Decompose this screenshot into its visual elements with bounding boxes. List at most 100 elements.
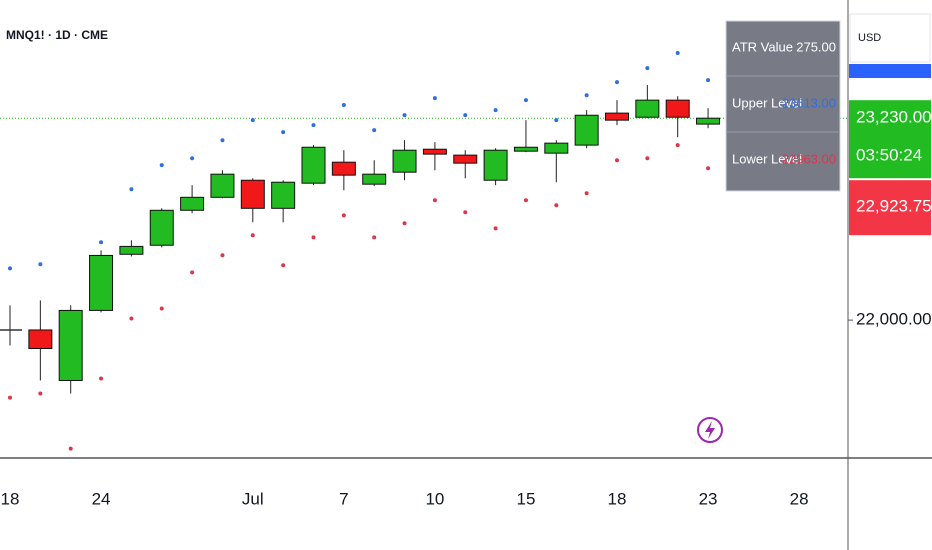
table-value: 23613.00 (782, 95, 836, 110)
candle-body (605, 112, 629, 121)
level-dot (523, 198, 528, 203)
level-dot (675, 143, 680, 148)
level-dot (8, 266, 12, 271)
candle-body (210, 173, 235, 198)
candle-body (544, 142, 569, 154)
level-dot (190, 270, 195, 275)
currency[interactable]: USD (858, 32, 881, 44)
candle-body (513, 146, 538, 152)
x-tick-label: 10 (425, 489, 444, 508)
last-price-label: 23,230.00 (856, 108, 932, 127)
level-dot (38, 262, 43, 267)
lower-level-label: 22,923.75 (856, 197, 932, 216)
candle-body (453, 154, 478, 164)
candle-body (574, 114, 599, 146)
level-dot (706, 78, 711, 83)
candle-body (301, 146, 326, 184)
level-dot (220, 253, 225, 258)
level-dot (493, 226, 498, 231)
chart-title: MNQ1! · 1D · CME (6, 28, 108, 42)
level-dot (281, 263, 286, 268)
level-dot (493, 108, 498, 113)
level-dot (402, 221, 407, 226)
lightning-icon[interactable] (697, 417, 723, 443)
level-dot (432, 96, 437, 101)
table-value: 275.00 (796, 39, 836, 54)
x-tick-label: 18 (608, 489, 627, 508)
lower-level-tag (849, 180, 931, 236)
y-tick-label: 22,000.00 (856, 310, 932, 329)
candle-body (422, 148, 447, 155)
currency-box[interactable] (849, 13, 931, 63)
level-dot (190, 156, 195, 161)
candle-body (392, 149, 417, 173)
level-dot (645, 156, 650, 161)
level-dot (311, 123, 316, 128)
level-dot (99, 240, 104, 245)
level-dot (554, 203, 559, 208)
level-dot (159, 163, 164, 168)
level-dot (675, 51, 680, 56)
x-tick-label: 24 (92, 489, 111, 508)
level-dot (159, 306, 164, 311)
candle-body (89, 254, 114, 311)
level-dot (463, 210, 468, 215)
candle-body (271, 181, 296, 209)
level-dot (584, 191, 589, 196)
level-dot (38, 391, 43, 396)
level-dot (645, 66, 650, 71)
level-dot (402, 113, 407, 118)
table-value: 22963.00 (782, 151, 836, 166)
x-tick-label: 23 (699, 489, 718, 508)
level-dot (220, 138, 225, 143)
level-dot (432, 198, 437, 203)
x-tick-label: 18 (1, 489, 20, 508)
candle-body (665, 99, 690, 118)
level-dot (311, 235, 316, 240)
candle-body (635, 99, 660, 118)
level-dot (615, 80, 619, 85)
table-label: Lower Level (732, 151, 802, 166)
x-tick-label: 15 (516, 489, 535, 508)
candle-body (180, 196, 205, 211)
x-tick-label: Jul (242, 489, 264, 508)
candle-body (119, 245, 144, 255)
table-label: Upper Level (732, 95, 802, 110)
level-dot (341, 213, 346, 218)
icon-bolt[interactable] (705, 421, 715, 439)
table-label: ATR Value (732, 39, 793, 54)
level-dot (706, 166, 711, 171)
level-dot (341, 103, 346, 108)
countdown: 03:50:24 (856, 146, 922, 165)
table-bg (725, 20, 841, 192)
level-dot (554, 118, 559, 123)
level-dot (523, 98, 528, 103)
level-dot (281, 130, 286, 135)
candle-body (362, 173, 387, 185)
level-dot (8, 395, 12, 400)
level-dot (68, 446, 73, 451)
candle-body (696, 117, 721, 125)
candle-body (149, 209, 174, 246)
x-tick-label: 7 (339, 489, 348, 508)
level-dot (129, 187, 134, 192)
level-dot (615, 158, 619, 163)
candle-body (58, 309, 83, 382)
level-dot (463, 113, 468, 118)
candle-body (331, 161, 356, 176)
level-dot (372, 128, 377, 133)
x-tick-label: 28 (790, 489, 809, 508)
level-dot (129, 316, 134, 321)
candle-body (28, 329, 53, 350)
level-dot (584, 93, 589, 98)
level-dot (372, 235, 377, 240)
upper-level-tag (849, 64, 931, 78)
level-dot (250, 233, 255, 238)
level-dot (99, 376, 104, 381)
candle-body (240, 179, 265, 209)
level-dot (250, 118, 255, 123)
last-price-tag (849, 100, 931, 179)
candle-body (483, 149, 508, 181)
